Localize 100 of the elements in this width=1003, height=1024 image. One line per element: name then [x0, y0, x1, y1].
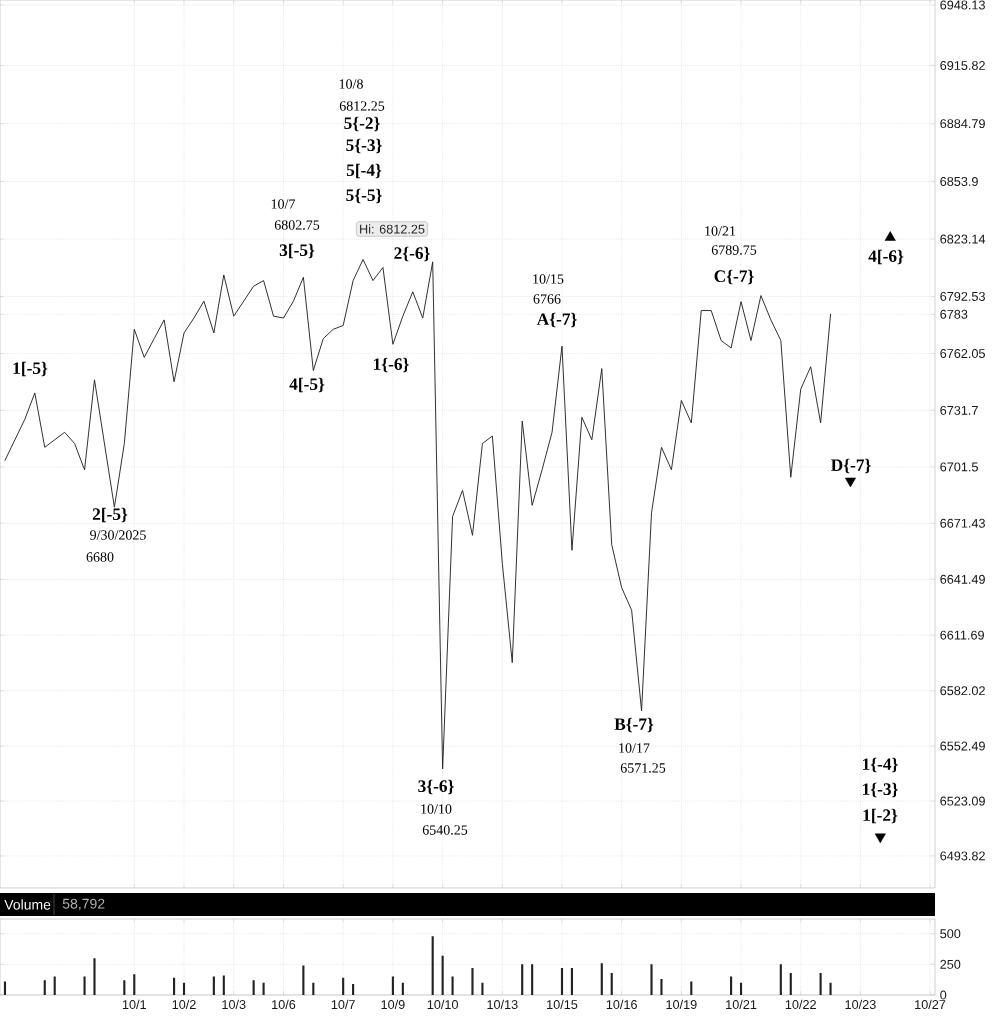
bar	[262, 982, 265, 995]
x-tick-label: 10/10	[427, 999, 458, 1010]
annotation: 6540.25	[422, 825, 468, 835]
annotation: 10/8	[339, 79, 363, 89]
x-tick-label: 10/22	[785, 999, 816, 1010]
y-tick-label: 6582.02	[940, 686, 985, 696]
bar	[531, 964, 534, 995]
x-tick-label: 10/1	[122, 999, 146, 1010]
bar	[570, 968, 574, 995]
annotation: 2{-6}	[394, 246, 430, 262]
bar	[222, 975, 225, 995]
annotation: 6766	[533, 294, 561, 304]
y-tick-label: 6762.05	[940, 349, 985, 359]
annotation: 5[-4}	[346, 163, 382, 179]
x-tick-label: 10/23	[845, 999, 876, 1010]
bar	[471, 968, 474, 995]
y-tick-label: 6823.14	[940, 234, 986, 244]
x-tick-label: 10/9	[381, 999, 405, 1010]
bar	[53, 976, 56, 995]
bar	[173, 977, 176, 995]
y-tick-label: 500	[940, 929, 961, 939]
bar	[660, 979, 663, 995]
bar	[302, 965, 305, 995]
annotation: C{-7}	[714, 269, 754, 285]
bar	[431, 936, 434, 995]
annotation: 10/7	[271, 199, 296, 209]
x-tick-label: 10/16	[606, 999, 637, 1010]
annotation: 3{-6}	[418, 779, 454, 795]
annotation: 1[-5}	[13, 361, 48, 377]
y-tick-label: 6701.5	[940, 462, 978, 472]
text: 58,792	[62, 898, 105, 911]
annotation: 9/30/2025	[90, 530, 146, 540]
bar	[43, 980, 46, 995]
annotation: 1{-4}	[863, 757, 898, 773]
bar	[212, 976, 215, 995]
x-tick-label: 10/2	[172, 999, 196, 1010]
x-tick-label: 10/3	[222, 999, 246, 1010]
annotation: 6789.75	[711, 245, 757, 255]
x-tick-label: 10/19	[666, 999, 697, 1010]
bar	[391, 976, 394, 995]
point	[874, 833, 886, 844]
bar	[690, 981, 693, 995]
bar	[779, 964, 782, 995]
bar	[252, 980, 255, 995]
annotation: 6802.75	[274, 220, 320, 230]
point	[844, 477, 856, 488]
annotation: 10/17	[619, 743, 650, 753]
bar	[93, 958, 96, 995]
bar	[133, 974, 136, 995]
annotation: 6571.25	[620, 763, 666, 773]
bar	[600, 963, 603, 995]
annotation: 10/15	[533, 274, 564, 284]
annotation: 1{-3}	[863, 782, 898, 798]
annotation: 5{-2}	[344, 116, 380, 132]
y-tick-label: 6523.09	[940, 796, 985, 806]
annotation: 10/21	[705, 226, 736, 236]
y-tick-label: 250	[940, 959, 961, 969]
annotation: 4[-5}	[289, 377, 325, 393]
y-tick-label: 6731.7	[940, 405, 978, 415]
annotation: 10/10	[421, 804, 452, 814]
y-tick-label: 6552.49	[940, 741, 985, 751]
bar	[182, 982, 186, 995]
x-tick-label: 10/15	[547, 999, 578, 1010]
annotation: 1[-2}	[863, 808, 898, 824]
y-tick-label: 6915.82	[940, 61, 985, 70]
bar	[451, 976, 454, 995]
annotation: 2[-5}	[92, 507, 128, 523]
annotation: 3[-5}	[279, 243, 315, 259]
bar	[789, 972, 792, 995]
y-tick-label: 0	[940, 990, 947, 1000]
annotation: B{-7}	[614, 717, 654, 733]
bar	[739, 982, 743, 995]
point	[884, 231, 896, 241]
y-tick-label: 6948.13	[940, 0, 985, 10]
bar	[819, 972, 822, 995]
annotation: D{-7}	[831, 458, 871, 474]
bar	[441, 955, 444, 995]
bar	[83, 976, 86, 995]
annotation: 6680	[86, 552, 114, 562]
y-tick-label: 6884.79	[940, 119, 985, 129]
bar	[650, 964, 653, 995]
bar	[481, 982, 484, 995]
annotation: 6812.25	[339, 101, 385, 111]
bar	[521, 964, 524, 995]
bar	[560, 968, 564, 995]
bar	[610, 972, 613, 995]
x-tick-label: 10/21	[726, 999, 757, 1010]
x-tick-label: 10/27	[915, 999, 946, 1010]
bar	[352, 983, 355, 995]
bar	[401, 982, 404, 995]
y-tick-label: 6783	[940, 309, 968, 319]
annotation: 4[-6}	[868, 249, 904, 265]
chart-title: Volume	[4, 899, 51, 910]
bar	[730, 976, 733, 995]
bar	[123, 980, 126, 995]
y-tick-label: 6641.49	[940, 574, 985, 584]
annotation: 5{-3}	[346, 138, 382, 154]
x-tick-label: 10/13	[487, 999, 518, 1010]
y-tick-label: 6853.9	[940, 177, 978, 186]
x-tick-label: 10/6	[272, 999, 296, 1010]
